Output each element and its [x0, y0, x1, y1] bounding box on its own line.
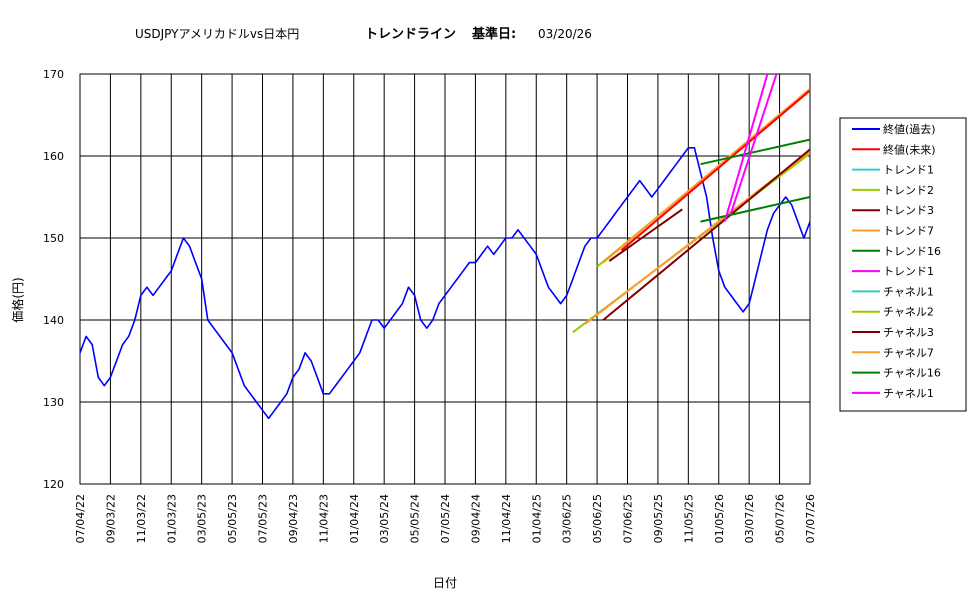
series-line [700, 196, 810, 223]
legend-label: トレンド3 [883, 204, 934, 217]
x-tick-label: 07/05/23 [257, 494, 270, 543]
y-tick-label: 130 [43, 396, 64, 409]
x-tick-label: 01/05/26 [713, 494, 726, 543]
y-tick-label: 170 [43, 68, 64, 81]
legend-label: チャネル7 [883, 346, 934, 359]
chart-title-base-label: 基準日: [471, 26, 516, 42]
series-line [729, 74, 778, 214]
x-tick-label: 11/04/24 [500, 494, 513, 543]
legend-label: チャネル1 [883, 387, 934, 400]
x-tick-label: 05/05/23 [226, 494, 239, 543]
y-tick-label: 120 [43, 478, 64, 491]
legend-label: チャネル2 [883, 306, 934, 319]
legend-label: トレンド2 [883, 184, 934, 197]
grid-lines [79, 73, 811, 485]
legend-label: トレンド7 [883, 225, 934, 238]
x-tick-label: 01/03/23 [165, 494, 178, 543]
x-tick-label: 03/05/24 [378, 494, 391, 543]
x-tick-label: 07/05/24 [439, 494, 452, 543]
legend-label: チャネル1 [883, 285, 934, 298]
x-tick-label: 05/07/26 [774, 494, 787, 543]
legend-label: トレンド1 [883, 164, 934, 177]
series-lines [80, 74, 810, 420]
series-line [723, 74, 769, 222]
series-line [620, 89, 810, 252]
y-axis-label: 価格(円) [10, 277, 25, 322]
x-tick-label: 03/05/23 [196, 494, 209, 543]
chart-title-main: トレンドライン [365, 27, 456, 42]
x-tick-label: 09/05/25 [652, 494, 665, 543]
chart-title-instrument: USDJPYアメリカドルvs日本円 [135, 27, 299, 41]
legend-label: チャネル3 [883, 326, 934, 339]
x-tick-label: 07/06/25 [622, 494, 635, 543]
x-tick-label: 11/04/23 [317, 494, 330, 543]
x-tick-label: 05/05/24 [409, 494, 422, 543]
chart-title-base-date: 03/20/26 [538, 27, 592, 41]
x-tick-label: 01/04/24 [348, 494, 361, 543]
legend-label: チャネル16 [883, 367, 941, 380]
x-tick-label: 07/07/26 [804, 494, 817, 543]
legend-label: トレンド1 [883, 265, 934, 278]
y-tick-label: 150 [43, 232, 64, 245]
legend-label: トレンド16 [883, 245, 941, 258]
x-tick-label: 07/04/22 [74, 494, 87, 543]
series-line [608, 208, 683, 262]
x-tick-label: 09/04/24 [469, 494, 482, 543]
x-tick-label: 05/06/25 [591, 494, 604, 543]
x-tick-label: 11/03/22 [135, 494, 148, 543]
legend-box [839, 117, 967, 412]
legend-entries: 終値(過去) 終値(未来) トレンド1 トレンド2 トレンド3 トレンド7 トレンド16 トレ… [852, 122, 941, 400]
series-line [602, 88, 810, 264]
series-line [602, 148, 810, 321]
x-axis-label: 日付 [433, 576, 457, 590]
series-line [700, 138, 810, 166]
x-axis-ticks: 07/04/22 09/03/22 11/03/22 01/03/23 03/05/23… [74, 494, 817, 543]
x-tick-label: 09/04/23 [287, 494, 300, 543]
legend-label: 終値(未来) [883, 142, 936, 156]
legend-label: 終値(過去) [883, 122, 936, 136]
x-tick-label: 03/06/25 [561, 494, 574, 543]
x-tick-label: 11/05/25 [682, 494, 695, 543]
series-line [80, 147, 810, 420]
y-tick-label: 160 [43, 150, 64, 163]
y-tick-label: 140 [43, 314, 64, 327]
x-tick-label: 01/04/25 [530, 494, 543, 543]
x-tick-label: 03/07/26 [743, 494, 756, 543]
y-axis-ticks: 120 130 140 150 160 170 [43, 68, 64, 491]
x-tick-label: 09/03/22 [104, 494, 117, 543]
